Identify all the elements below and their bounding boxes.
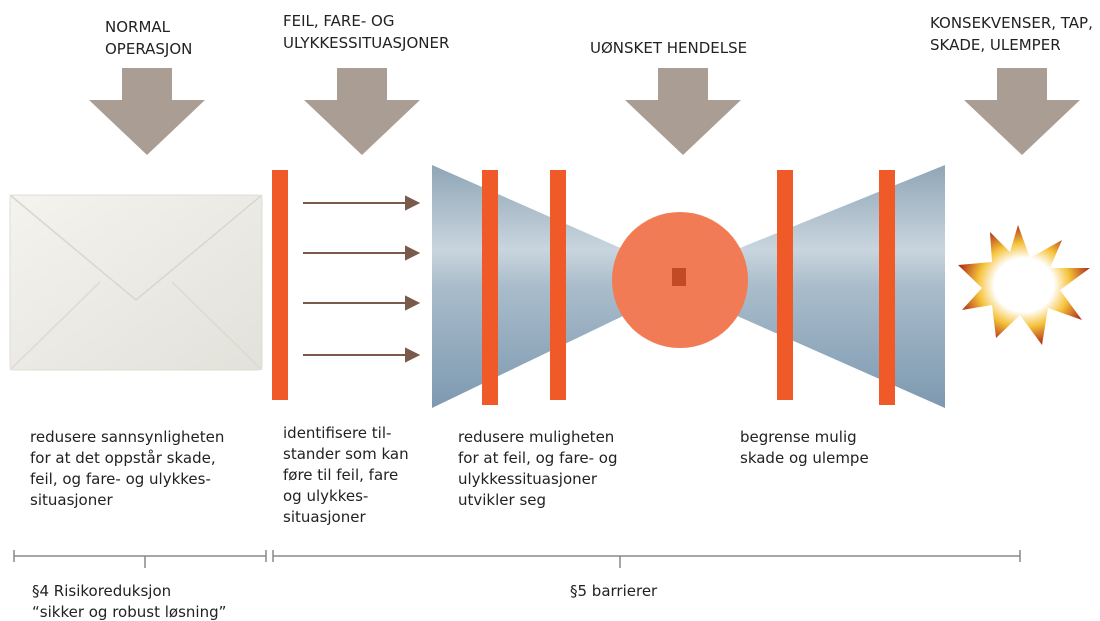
description: for at det oppstår skade, [30, 449, 216, 467]
header: ULYKKESSITUASJONER [283, 34, 449, 52]
header: OPERASJON [105, 40, 192, 58]
barrier [272, 170, 288, 400]
small-arrows [303, 195, 421, 363]
description: ulykkessituasjoner [458, 470, 598, 488]
description: stander som kan [283, 445, 409, 463]
header: SKADE, ULEMPER [930, 36, 1061, 54]
description: identifisere til- [283, 424, 391, 442]
envelope [9, 194, 263, 371]
description: feil, og fare- og ulykkes- [30, 470, 211, 488]
timeline-label: §5 barrierer [570, 582, 658, 600]
description: situasjoner [30, 491, 113, 509]
description: utvikler seg [458, 491, 546, 509]
timeline-label: “sikker og robust løsning” [32, 603, 226, 621]
timeline [13, 550, 1021, 568]
description: begrense mulig [740, 428, 857, 446]
down-arrows [89, 68, 1080, 155]
header: NORMAL [105, 18, 171, 36]
description: og ulykkes- [283, 487, 368, 505]
description: skade og ulempe [740, 449, 869, 467]
description: redusere muligheten [458, 428, 614, 446]
header: UØNSKET HENDELSE [590, 39, 747, 57]
description: redusere sannsynligheten [30, 428, 224, 446]
timeline-label: §4 Risikoreduksjon [32, 582, 171, 600]
explosion [958, 225, 1090, 345]
description: for at feil, og fare- og [458, 449, 618, 467]
header: KONSEKVENSER, TAP, [930, 14, 1093, 32]
description: føre til feil, fare [283, 466, 398, 484]
description: situasjoner [283, 508, 366, 526]
header: FEIL, FARE- OG [283, 12, 394, 30]
bowtie [432, 165, 945, 408]
